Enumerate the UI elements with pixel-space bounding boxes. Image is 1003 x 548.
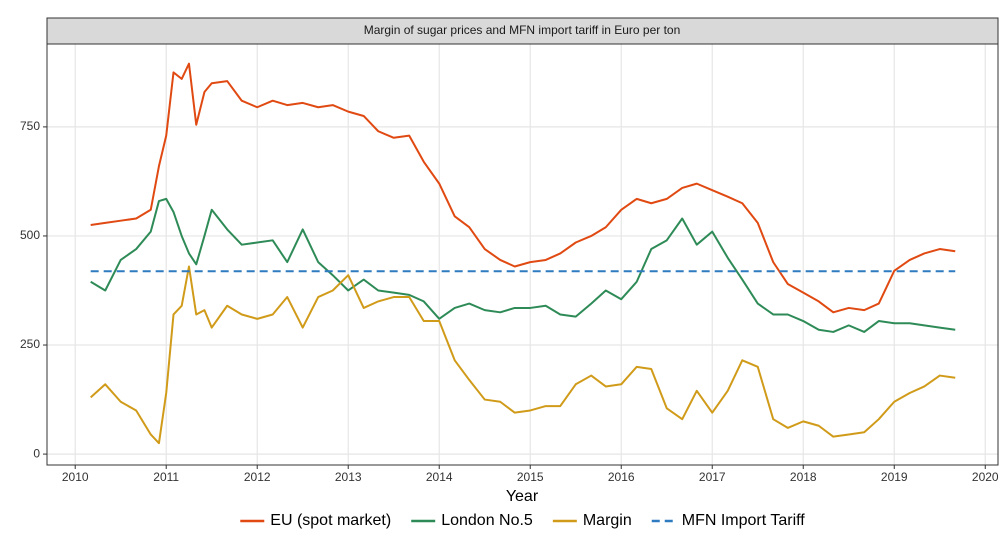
y-tick-label: 0 — [33, 446, 40, 460]
x-tick-label: 2016 — [608, 470, 635, 484]
series-line — [90, 265, 956, 445]
y-tick-label: 500 — [20, 228, 40, 242]
x-tick-label: 2011 — [153, 470, 179, 484]
series-line — [90, 197, 956, 333]
legend-label: MFN Import Tariff — [682, 512, 806, 529]
y-tick-label: 750 — [20, 119, 40, 133]
x-tick-label: 2020 — [972, 470, 999, 484]
y-tick-label: 250 — [20, 337, 40, 351]
x-tick-label: 2017 — [699, 470, 726, 484]
x-tick-label: 2012 — [244, 470, 271, 484]
legend-label: EU (spot market) — [270, 512, 391, 529]
x-tick-label: 2015 — [517, 470, 544, 484]
x-tick-label: 2013 — [335, 470, 362, 484]
lines — [90, 62, 956, 445]
chart-title: Margin of sugar prices and MFN import ta… — [364, 23, 681, 37]
legend: EU (spot market) London No.5 Margin MFN Imp… — [240, 512, 805, 529]
panel-border — [46, 43, 999, 466]
x-tick-label: 2018 — [790, 470, 817, 484]
legend-label: Margin — [583, 512, 632, 529]
legend-item: MFN Import Tariff — [651, 512, 806, 529]
legend-label: London No.5 — [441, 512, 533, 529]
x-tick-label: 2019 — [881, 470, 908, 484]
x-axis-title: Year — [506, 488, 539, 505]
x-tick-label: 2014 — [426, 470, 453, 484]
legend-item: EU (spot market) — [240, 512, 391, 529]
legend-item: London No.5 — [411, 512, 533, 529]
strip — [46, 17, 999, 45]
series-line — [90, 62, 956, 314]
x-tick-label: 2010 — [62, 470, 89, 484]
legend-item: Margin — [552, 512, 632, 529]
